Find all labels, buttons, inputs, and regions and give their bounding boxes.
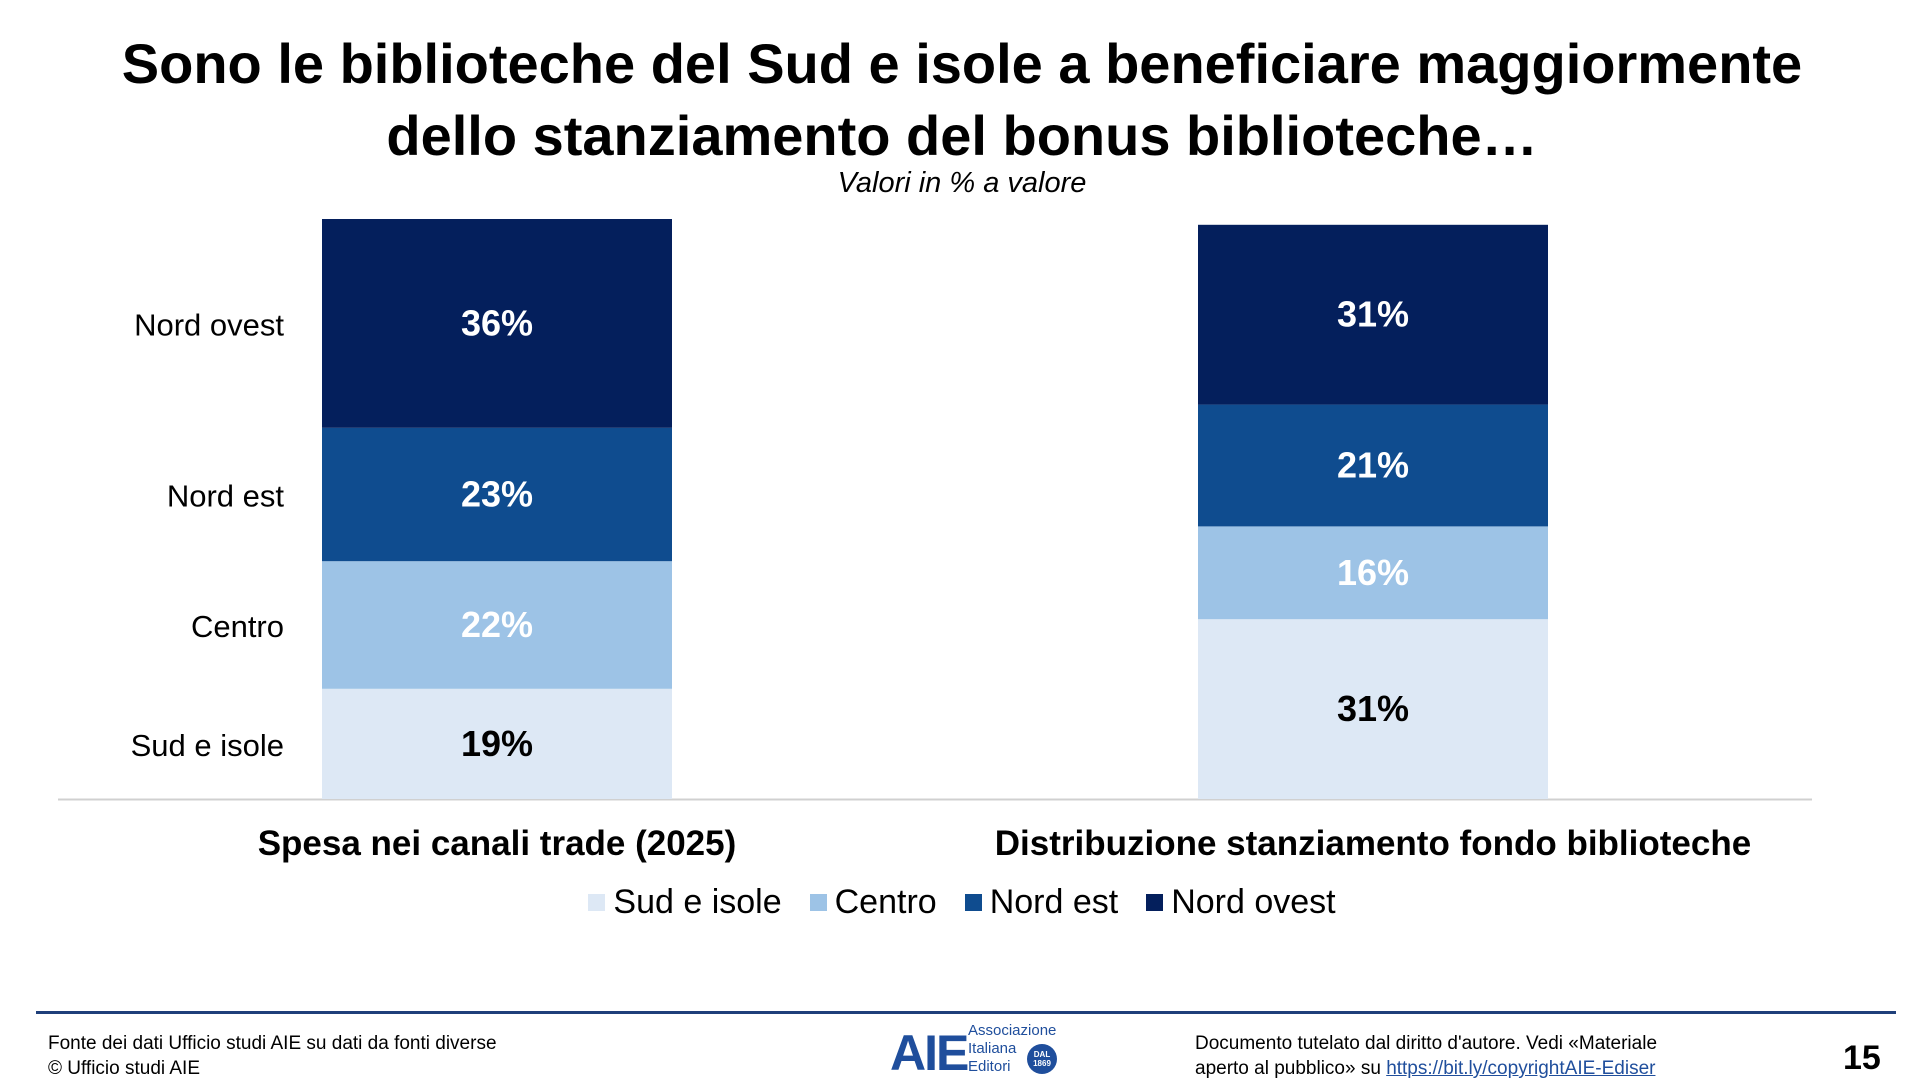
legend-item: Centro xyxy=(809,883,937,922)
chart-subtitle: Valori in % a valore xyxy=(837,167,1087,199)
copyright-notice-line-1: Documento tutelato dal diritto d'autore.… xyxy=(1195,1033,1658,1054)
copyright-link[interactable]: https://bit.ly/copyrightAIE-Ediser xyxy=(1386,1058,1656,1079)
legend-swatch xyxy=(809,894,827,911)
bar-segment-sud-e-isole-2 xyxy=(1198,619,1548,799)
footer-divider xyxy=(36,1011,1896,1014)
legend-swatch xyxy=(1146,894,1164,911)
page-title: Sono le biblioteche del Sud e isole a be… xyxy=(0,28,1924,172)
data-label: 16% xyxy=(1337,552,1409,593)
legend-label: Nord est xyxy=(989,883,1119,921)
chart-legend: Sud e isole Centro Nord est Nord ovest xyxy=(0,883,1924,922)
title-line-1: Sono le biblioteche del Sud e isole a be… xyxy=(121,32,1803,95)
legend-item: Nord ovest xyxy=(1146,883,1336,922)
data-label: 31% xyxy=(1337,688,1409,729)
segment-side-label: Centro xyxy=(191,609,284,644)
segment-side-label: Nord est xyxy=(167,479,285,514)
logo-text: Associazione Italiana Editori xyxy=(968,1022,1056,1076)
legend-item: Nord est xyxy=(964,883,1119,922)
copyright-owner-text: © Ufficio studi AIE xyxy=(48,1058,200,1079)
logo-mark: AIE xyxy=(890,1025,969,1081)
page-number: 15 xyxy=(1843,1039,1881,1077)
bar-segment-nord-est-2 xyxy=(1198,404,1548,527)
data-label: 19% xyxy=(461,723,533,764)
source-text: Fonte dei dati Ufficio studi AIE su dati… xyxy=(48,1033,497,1054)
logo-line-1: Associazione xyxy=(968,1022,1057,1039)
segment-side-label: Nord ovest xyxy=(134,307,284,342)
logo-badge: DAL 1869 xyxy=(1027,1044,1057,1074)
segment-side-label: Sud e isole xyxy=(131,728,284,763)
logo-badge-line-2: 1869 xyxy=(1033,1059,1051,1068)
copyright-notice-line-2: aperto al pubblico» su https://bit.ly/co… xyxy=(1195,1056,1657,1081)
stacked-bar-chart: 19% 22% 23% 36% Spesa nei canali trade (2025… xyxy=(58,219,1812,863)
data-label: 23% xyxy=(461,474,533,515)
bar-segment-centro-1 xyxy=(322,561,672,689)
category-label: Spesa nei canali trade (2025) xyxy=(258,824,737,863)
logo-line-2: Italiana xyxy=(968,1040,1017,1057)
aie-logo: AIE Associazione Italiana Editori DAL 18… xyxy=(890,1020,1090,1081)
bar-segment-centro-2 xyxy=(1198,526,1548,620)
data-label: 21% xyxy=(1337,445,1409,486)
data-label: 31% xyxy=(1337,294,1409,335)
title-line-2: dello stanziamento del bonus biblioteche… xyxy=(386,104,1538,167)
legend-label: Nord ovest xyxy=(1171,883,1336,921)
copyright-notice-prefix: aperto al pubblico» su xyxy=(1195,1058,1387,1079)
data-label: 36% xyxy=(461,302,533,343)
footer-source: Fonte dei dati Ufficio studi AIE su dati… xyxy=(48,1031,497,1081)
footer-copyright: Documento tutelato dal diritto d'autore.… xyxy=(1195,1031,1657,1081)
legend-swatch xyxy=(964,894,982,911)
legend-label: Sud e isole xyxy=(613,883,782,921)
bar-segment-nord-ovest-2 xyxy=(1198,224,1548,405)
logo-badge-line-1: DAL xyxy=(1033,1050,1051,1059)
logo-line-3: Editori xyxy=(968,1058,1011,1075)
bar-segment-sud-e-isole-1 xyxy=(322,688,672,799)
category-label: Distribuzione stanziamento fondo bibliot… xyxy=(995,824,1751,863)
legend-label: Centro xyxy=(834,883,937,921)
data-label: 22% xyxy=(461,604,533,645)
legend-swatch xyxy=(588,894,606,911)
bar-segment-nord-est-1 xyxy=(322,427,672,562)
legend-item: Sud e isole xyxy=(588,883,782,922)
bar-segment-nord-ovest-1 xyxy=(322,219,672,428)
